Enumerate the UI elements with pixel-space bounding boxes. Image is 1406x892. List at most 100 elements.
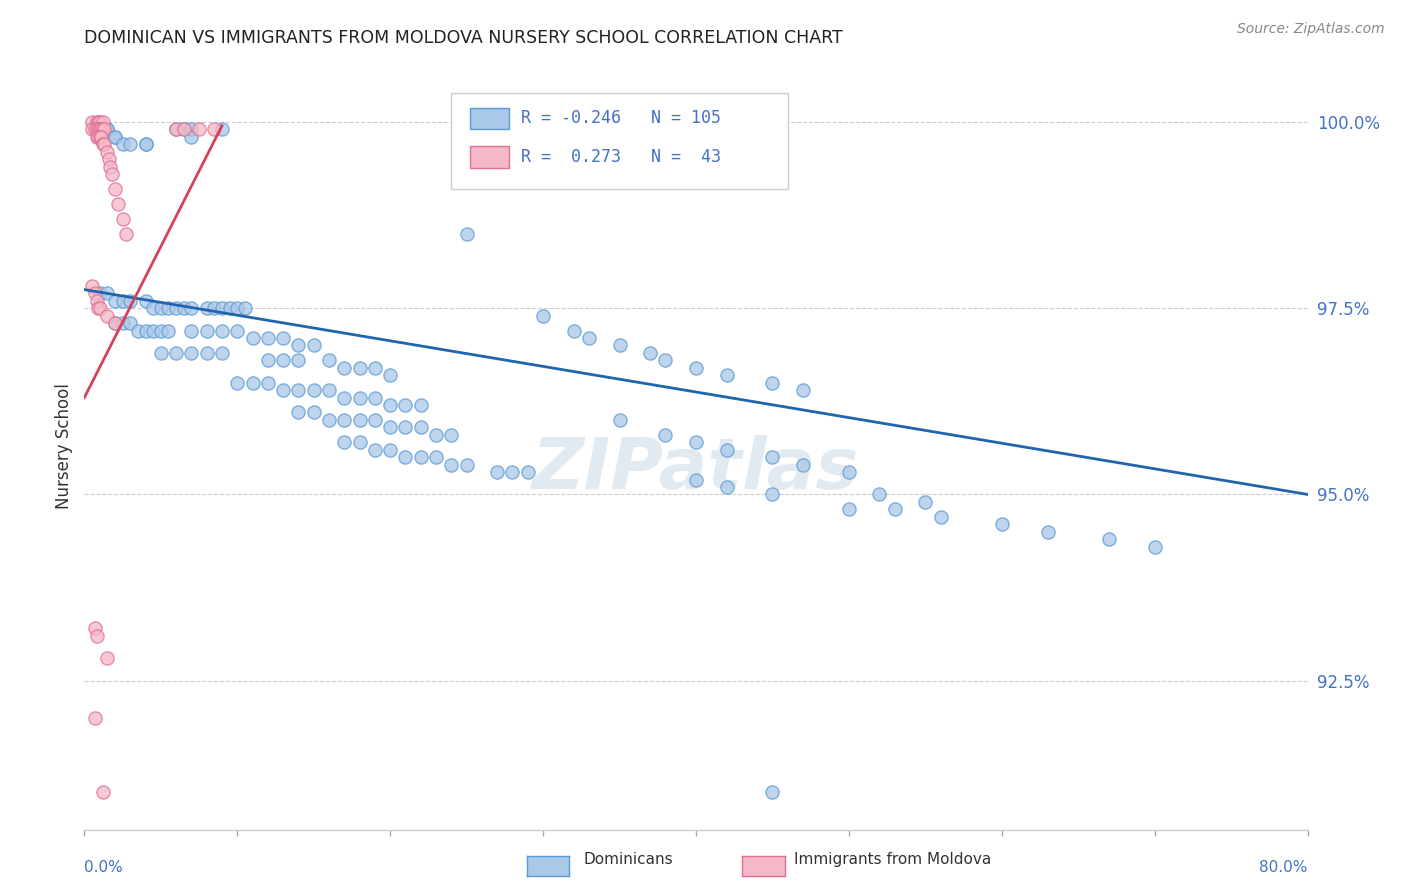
Point (107, 197, 129, 211)
Point (333, 391, 356, 405)
Point (195, 324, 218, 338)
Point (91, 137, 114, 152)
Point (271, 353, 294, 368)
Point (86, 629, 108, 643)
Point (257, 331, 280, 345)
Text: R = -0.246   N = 105: R = -0.246 N = 105 (522, 110, 721, 128)
Point (120, 137, 142, 152)
Point (111, 211, 134, 226)
Point (456, 458, 478, 472)
Point (914, 495, 936, 509)
Point (792, 383, 814, 397)
Point (120, 293, 142, 308)
Point (502, 465, 524, 479)
Text: 0.0%: 0.0% (84, 860, 124, 875)
Text: Source: ZipAtlas.com: Source: ZipAtlas.com (1237, 22, 1385, 37)
Point (716, 442, 738, 457)
Point (425, 450, 447, 465)
Point (165, 301, 187, 316)
Point (609, 338, 631, 352)
Point (333, 360, 356, 375)
Point (135, 137, 157, 152)
Point (101, 167, 124, 181)
Point (86, 129, 108, 144)
Point (685, 435, 707, 450)
Point (211, 122, 233, 136)
Point (456, 227, 478, 241)
Point (80, 115, 103, 129)
Text: ZIPatlas: ZIPatlas (533, 434, 859, 503)
Point (380, 368, 402, 383)
Point (394, 398, 416, 412)
Point (104, 129, 127, 144)
Point (218, 301, 240, 316)
Point (349, 391, 371, 405)
Point (287, 383, 309, 397)
Point (84, 622, 107, 636)
Point (409, 398, 432, 412)
Point (114, 227, 136, 241)
Point (302, 405, 325, 419)
Point (180, 346, 202, 360)
Point (380, 442, 402, 457)
Point (180, 129, 202, 144)
Point (91, 122, 114, 136)
Y-axis label: Nursery School: Nursery School (55, 383, 73, 509)
Point (516, 465, 538, 479)
Point (716, 368, 738, 383)
Text: Immigrants from Moldova: Immigrants from Moldova (794, 852, 991, 867)
Point (486, 465, 509, 479)
Point (685, 473, 707, 487)
Point (838, 502, 860, 516)
Point (111, 293, 134, 308)
Point (96, 651, 118, 665)
Point (86, 122, 108, 136)
Point (380, 398, 402, 412)
Point (84, 122, 107, 136)
Point (869, 487, 891, 501)
Point (302, 338, 325, 352)
Point (111, 316, 134, 330)
Point (149, 346, 172, 360)
Point (226, 376, 249, 390)
Point (271, 331, 294, 345)
Point (84, 711, 107, 725)
Point (318, 353, 340, 368)
Point (883, 502, 905, 516)
Point (318, 383, 340, 397)
Point (929, 509, 952, 524)
Point (1098, 532, 1121, 546)
Point (173, 122, 195, 136)
Bar (470, 146, 509, 168)
Point (302, 383, 325, 397)
Bar (470, 108, 509, 129)
Point (440, 458, 463, 472)
Point (96, 286, 118, 301)
Point (180, 324, 202, 338)
Point (364, 413, 387, 427)
Point (96, 122, 118, 136)
Point (127, 324, 149, 338)
Point (90, 129, 112, 144)
Point (226, 324, 249, 338)
Point (838, 465, 860, 479)
Point (394, 450, 416, 465)
Point (98, 160, 121, 174)
Point (89, 129, 111, 144)
Point (86, 115, 108, 129)
Point (87, 115, 110, 129)
Point (157, 301, 180, 316)
Point (149, 324, 172, 338)
Point (409, 450, 432, 465)
Point (188, 122, 211, 136)
Point (991, 517, 1014, 532)
Point (104, 182, 127, 196)
Point (242, 376, 264, 390)
Point (135, 293, 157, 308)
Point (89, 122, 111, 136)
Text: R =  0.273   N =  43: R = 0.273 N = 43 (522, 148, 721, 166)
Point (149, 301, 172, 316)
Point (135, 137, 157, 152)
Point (89, 301, 111, 316)
Point (761, 785, 783, 799)
